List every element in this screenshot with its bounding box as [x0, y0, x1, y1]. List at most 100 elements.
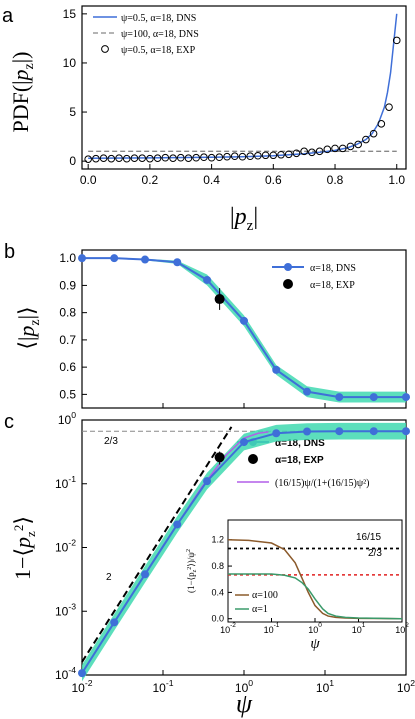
exp-point: [377, 120, 386, 128]
exp-point: [184, 154, 193, 162]
exp-point: [153, 154, 162, 162]
inset-annot-1615: 16/15: [356, 532, 381, 543]
inset-xtick-label: 100: [308, 622, 322, 635]
exp-point: [261, 151, 270, 160]
panel-a-ytick-label: 10: [63, 56, 77, 70]
exp-point: [161, 153, 170, 162]
panel-c-xtick-label: 10-2: [71, 678, 92, 695]
exp-point: [169, 154, 177, 162]
inset-alpha1-line: [228, 573, 403, 620]
panel-c-dns-marker: [203, 477, 212, 486]
panel-c-xtick-label: 101: [316, 678, 334, 695]
inset-legend-1: α=100: [252, 590, 278, 601]
panel-b-dns-marker: [272, 365, 281, 374]
panel-b-dns-line: [82, 257, 406, 399]
panel-c-xtick-label: 10-1: [152, 678, 173, 695]
panel-a-ylabel: PDF(|pz|): [8, 51, 37, 132]
panel-a-xlabel: |pz|: [230, 204, 258, 234]
panel-c-slope2-line: [81, 426, 233, 663]
panel-a-ytick-label: 5: [69, 105, 76, 119]
exp-point: [246, 152, 254, 161]
inset-ytick-label: 0.8: [211, 561, 224, 571]
legend-b-2: α=18, EXP: [310, 280, 355, 291]
exp-point: [308, 148, 316, 157]
panel-a-xtick-label: 1.0: [388, 173, 405, 187]
panel-c-dns-marker: [78, 669, 86, 678]
exp-point: [277, 150, 285, 159]
exp-point: [254, 151, 262, 160]
exp-point: [230, 152, 239, 161]
panel-b-dns-marker: [78, 254, 86, 263]
exp-point: [331, 144, 339, 153]
exp-point: [115, 154, 123, 162]
exp-point: [92, 154, 100, 163]
panel-a-ytick-label: 0: [69, 154, 76, 168]
panel-c-xtick-label: 102: [397, 678, 415, 695]
exp-point: [200, 153, 208, 162]
panel-c-ytick-label: 10-4: [55, 665, 76, 682]
legend-c-2: α=18, EXP: [275, 455, 324, 466]
inset-xtick-label: 102: [395, 622, 409, 635]
exp-point: [392, 36, 401, 45]
exp-point: [338, 144, 347, 153]
panel-b-band: [82, 258, 406, 403]
exp-point: [269, 151, 278, 160]
panel-b-ytick-label: 0.7: [59, 333, 76, 347]
inset-ytick-label: 0.4: [211, 587, 224, 597]
exp-point: [292, 149, 301, 158]
panel-b-dns-marker: [203, 275, 212, 284]
panel-c-xtick-label: 100: [235, 678, 253, 695]
exp-point: [122, 154, 131, 163]
panel-c-exp-point: [214, 452, 225, 463]
panel-c-dns-marker: [141, 570, 150, 579]
exp-point: [223, 152, 231, 161]
exp-point: [369, 129, 378, 138]
exp-point: [146, 154, 154, 163]
exp-point: [315, 147, 324, 156]
panel-c-ytick-label: 10-1: [55, 474, 76, 491]
inset-legend: α=100 α=1: [235, 590, 278, 615]
panel-a-xtick-label: 0.6: [265, 173, 282, 187]
panel-a-frame: [81, 5, 407, 170]
panel-b-legend: α=18, DNS α=18, EXP: [272, 263, 356, 291]
legend-a-1: ψ=0.5, α=18, DNS: [121, 13, 196, 24]
panel-c-dns-marker: [173, 520, 182, 529]
panel-b-dns-marker: [335, 393, 344, 402]
legend-b-1: α=18, DNS: [310, 263, 356, 274]
legend-circle-icon: [101, 45, 109, 53]
panel-c-letter: c: [4, 411, 14, 433]
exp-point: [176, 153, 185, 162]
panel-c-dns-marker: [110, 618, 119, 627]
panel-b-ytick-label: 0.8: [59, 306, 76, 320]
panel-c-dns-marker: [272, 429, 281, 438]
exp-point: [192, 153, 200, 162]
panel-c-ytick-label: 10-2: [55, 538, 76, 555]
legend-c-3: (16/15)ψ/(1+(16/15)ψ²): [275, 478, 369, 489]
panel-b-ytick-label: 0.9: [59, 278, 76, 292]
panel-c-ytick-label: 100: [58, 410, 76, 427]
panel-c-dns-marker: [335, 427, 344, 436]
panel-b-frame: [81, 249, 407, 409]
exp-point: [300, 147, 308, 156]
panel-b-dns-marker: [369, 393, 378, 402]
panel-c-dns-marker: [303, 427, 312, 436]
exp-point: [207, 153, 216, 162]
panel-b-dns-marker: [110, 254, 119, 263]
panel-b-dns-marker: [240, 316, 248, 325]
inset-annot-23: 2/3: [368, 548, 382, 559]
panel-c-ytick-label: 10-3: [55, 601, 76, 618]
exp-point: [138, 154, 146, 162]
inset-ytick-label: 0.0: [211, 614, 224, 624]
legend-a-2: ψ=100, α=18, DNS: [121, 29, 199, 40]
panel-a-letter: a: [2, 5, 14, 27]
inset-alpha100-line: [227, 538, 403, 620]
exp-point: [346, 142, 355, 151]
exp-point: [284, 150, 293, 159]
exp-point: [130, 154, 139, 162]
panel-a-xtick-label: 0.2: [142, 173, 159, 187]
panel-c: 1−⟨pz2⟩ ψ 2/3 2 α=18, DNS α=18, EXP (16/…: [10, 419, 409, 718]
panel-b-letter: b: [4, 241, 15, 263]
inset-xlabel: ψ: [310, 636, 320, 652]
exp-point: [354, 140, 362, 149]
